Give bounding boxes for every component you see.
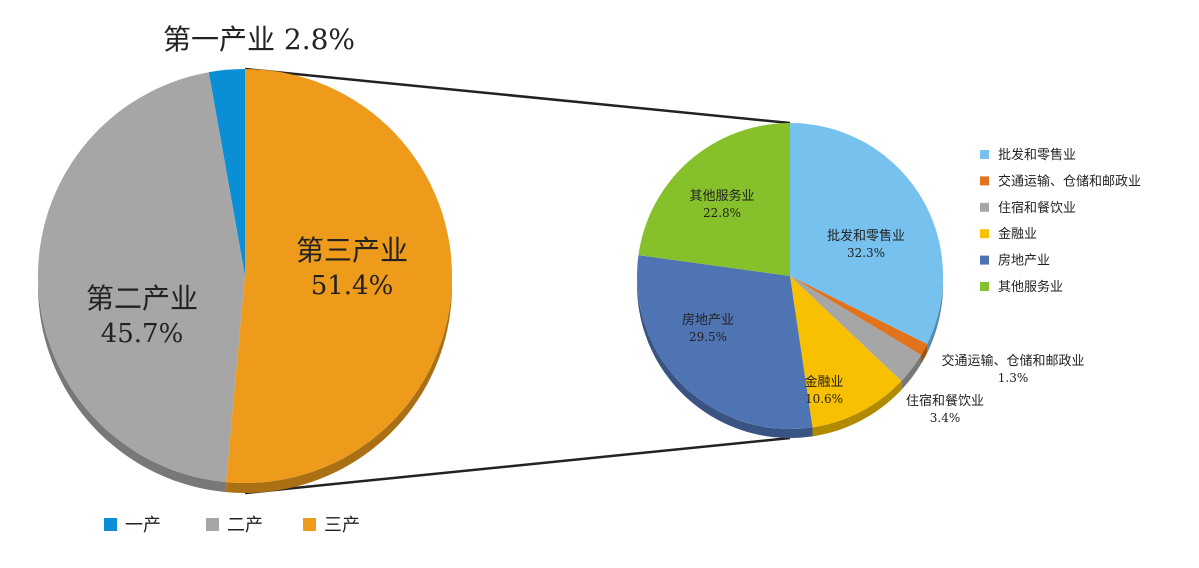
industry-slice-1: [208, 69, 245, 276]
connector-line-bottom: [244, 436, 791, 495]
industry-legend-label-2: 二产: [227, 515, 263, 536]
tertiary-slice-side-3: [901, 354, 922, 390]
tertiary-legend-label-6: 其他服务业: [998, 279, 1063, 295]
tertiary-value-4: 10.6%: [805, 392, 843, 406]
tertiary-legend-label-1: 批发和零售业: [998, 147, 1076, 163]
industry-legend: 一产 二产 三产: [104, 515, 360, 536]
tertiary-legend-swatch-2: [980, 176, 989, 186]
tertiary-legend-swatch-6: [980, 282, 989, 291]
tertiary-slice-6: [638, 123, 790, 276]
tertiary-legend-label-3: 住宿和餐饮业: [998, 200, 1076, 216]
tertiary-slice-1: [790, 123, 944, 345]
tertiary-value-5: 29.5%: [689, 330, 727, 344]
tertiary-legend-swatch-5: [980, 255, 989, 265]
industry-label-1: 第一产业 2.8%: [163, 23, 355, 56]
tertiary-label-1: 批发和零售业: [827, 228, 905, 244]
industry-legend-label-1: 一产: [125, 515, 161, 536]
industry-slices: [37, 69, 452, 484]
industry-legend-swatch-2: [206, 518, 219, 531]
tertiary-slice-side-2: [921, 344, 928, 364]
tertiary-slice-5: [637, 255, 813, 429]
industry-slice-2: [37, 72, 245, 483]
industry-value-3: 51.4%: [311, 271, 394, 301]
tertiary-value-2: 1.3%: [998, 371, 1029, 385]
tertiary-value-3: 3.4%: [930, 411, 961, 425]
connector-line-top: [244, 67, 791, 125]
tertiary-legend-swatch-1: [980, 150, 989, 159]
tertiary-legend-label-2: 交通运输、仓储和邮政业: [998, 173, 1141, 189]
industry-label-2: 第二产业: [86, 282, 198, 315]
tertiary-slice-side-4: [812, 380, 902, 437]
tertiary-breakdown-pie: [637, 123, 944, 438]
tertiary-legend-swatch-3: [980, 202, 989, 212]
tertiary-data-labels: 批发和零售业 32.3% 交通运输、仓储和邮政业 1.3% 住宿和餐饮业 3.4% 金融业 1…: [682, 188, 1085, 425]
tertiary-label-6: 其他服务业: [689, 188, 754, 204]
tertiary-label-3: 住宿和餐饮业: [906, 393, 984, 409]
industry-share-pie: [37, 69, 452, 493]
industry-value-2: 45.7%: [101, 319, 184, 349]
tertiary-legend-swatch-4: [980, 229, 989, 239]
tertiary-label-2: 交通运输、仓储和邮政业: [941, 353, 1084, 369]
tertiary-slice-2: [790, 276, 928, 355]
tertiary-value-1: 32.3%: [847, 246, 885, 260]
tertiary-value-6: 22.8%: [703, 206, 741, 220]
tertiary-slice-3: [790, 276, 922, 381]
tertiary-side-walls: [637, 276, 943, 438]
connector-lines: [244, 67, 791, 495]
industry-slice-3: [226, 69, 452, 484]
industry-data-labels: 第一产业 2.8% 第二产业 45.7% 第三产业 51.4%: [86, 23, 408, 349]
tertiary-slice-side-1: [927, 276, 943, 354]
industry-legend-label-3: 三产: [324, 515, 360, 536]
tertiary-slice-4: [790, 276, 902, 428]
industry-label-3: 第三产业: [296, 234, 408, 267]
tertiary-label-4: 金融业: [804, 374, 843, 390]
industry-legend-swatch-1: [104, 518, 117, 531]
tertiary-slices: [637, 123, 944, 429]
tertiary-legend-label-5: 房地产业: [998, 253, 1050, 269]
tertiary-label-5: 房地产业: [682, 312, 734, 328]
tertiary-legend-label-4: 金融业: [998, 226, 1037, 242]
industry-legend-swatch-3: [303, 518, 316, 531]
